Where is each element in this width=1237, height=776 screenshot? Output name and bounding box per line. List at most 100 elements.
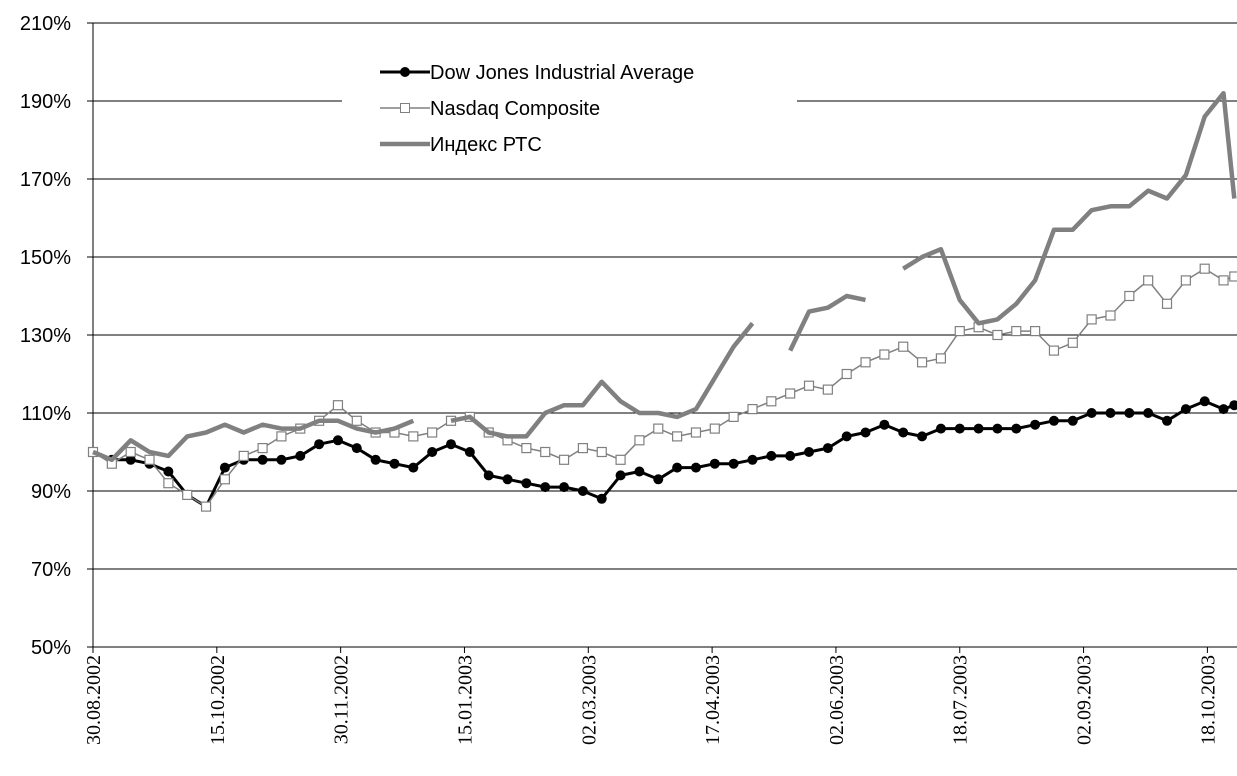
point xyxy=(257,454,268,465)
point xyxy=(389,458,400,469)
point xyxy=(728,458,739,469)
point xyxy=(634,435,645,446)
point xyxy=(992,423,1003,434)
y-tick-label: 130% xyxy=(20,325,71,347)
point xyxy=(653,474,664,485)
point xyxy=(766,450,777,461)
point xyxy=(577,443,589,454)
point xyxy=(257,443,268,454)
point xyxy=(804,447,815,457)
point xyxy=(785,450,796,461)
point xyxy=(1229,271,1237,282)
point xyxy=(219,474,230,485)
point xyxy=(540,482,551,493)
point xyxy=(1105,310,1116,321)
point xyxy=(182,489,193,500)
x-tick-label: 18.07.2003 xyxy=(950,655,972,745)
x-tick-label: 02.09.2003 xyxy=(1074,655,1096,745)
legend-label: Индекс РТС xyxy=(430,134,542,156)
point xyxy=(219,462,230,473)
point xyxy=(351,415,362,426)
point xyxy=(615,470,626,481)
point xyxy=(483,470,494,481)
point xyxy=(935,353,947,364)
point xyxy=(860,427,871,438)
point xyxy=(747,454,758,465)
point xyxy=(332,435,343,446)
point xyxy=(1180,275,1191,286)
point xyxy=(653,423,664,434)
point xyxy=(1162,415,1173,426)
point xyxy=(351,443,362,454)
point xyxy=(1180,404,1191,415)
point xyxy=(898,427,909,438)
y-tick-label: 90% xyxy=(31,481,71,503)
point xyxy=(690,462,701,473)
point xyxy=(879,419,890,430)
x-tick-label: 30.08.2002 xyxy=(83,655,105,745)
point xyxy=(954,423,965,434)
point xyxy=(1011,326,1022,337)
point xyxy=(803,380,815,391)
point xyxy=(559,482,570,493)
point xyxy=(1143,408,1154,418)
y-tick-label: 150% xyxy=(20,247,71,269)
point xyxy=(1030,326,1041,337)
y-tick-label: 190% xyxy=(20,91,71,113)
point xyxy=(709,423,720,434)
point xyxy=(314,439,325,450)
point xyxy=(672,462,683,473)
x-tick-label: 17.04.2003 xyxy=(702,655,724,745)
x-tick-label: 18.10.2003 xyxy=(1197,655,1219,745)
point xyxy=(935,423,946,434)
point xyxy=(709,458,720,469)
x-tick-label: 02.06.2003 xyxy=(826,655,848,745)
point xyxy=(1086,408,1097,418)
point xyxy=(1199,263,1210,274)
point xyxy=(446,439,457,450)
point xyxy=(690,427,702,438)
point xyxy=(502,474,513,485)
point xyxy=(1030,419,1041,430)
legend-marker xyxy=(400,67,410,77)
point xyxy=(1105,408,1116,418)
point xyxy=(1143,275,1154,286)
point xyxy=(766,396,777,407)
y-tick-label: 170% xyxy=(20,169,71,191)
x-tick-label: 15.01.2003 xyxy=(454,655,476,745)
point xyxy=(276,431,287,442)
point xyxy=(370,454,381,465)
y-tick-label: 70% xyxy=(31,559,71,581)
point xyxy=(1199,396,1210,407)
point xyxy=(1218,404,1229,415)
point xyxy=(558,454,570,465)
x-tick-label: 15.10.2002 xyxy=(207,655,229,745)
point xyxy=(427,427,438,438)
point xyxy=(408,462,419,473)
point xyxy=(1067,415,1078,426)
point xyxy=(916,357,928,368)
point xyxy=(672,431,683,442)
y-tick-label: 50% xyxy=(31,637,71,659)
point xyxy=(615,454,626,465)
legend-label: Dow Jones Industrial Average xyxy=(430,62,694,84)
point xyxy=(332,400,344,411)
point xyxy=(1218,275,1229,286)
point xyxy=(1048,345,1060,356)
point xyxy=(464,447,475,457)
point xyxy=(238,450,249,461)
point xyxy=(1067,337,1078,348)
point xyxy=(1161,298,1173,309)
point xyxy=(860,357,871,368)
point xyxy=(822,384,833,395)
point xyxy=(1124,290,1135,302)
point xyxy=(1229,400,1237,411)
point xyxy=(898,341,909,352)
x-tick-label: 02.03.2003 xyxy=(578,655,600,745)
point xyxy=(1086,314,1097,325)
point xyxy=(1048,415,1059,426)
point xyxy=(200,501,212,512)
point xyxy=(521,443,532,454)
point xyxy=(577,486,588,496)
